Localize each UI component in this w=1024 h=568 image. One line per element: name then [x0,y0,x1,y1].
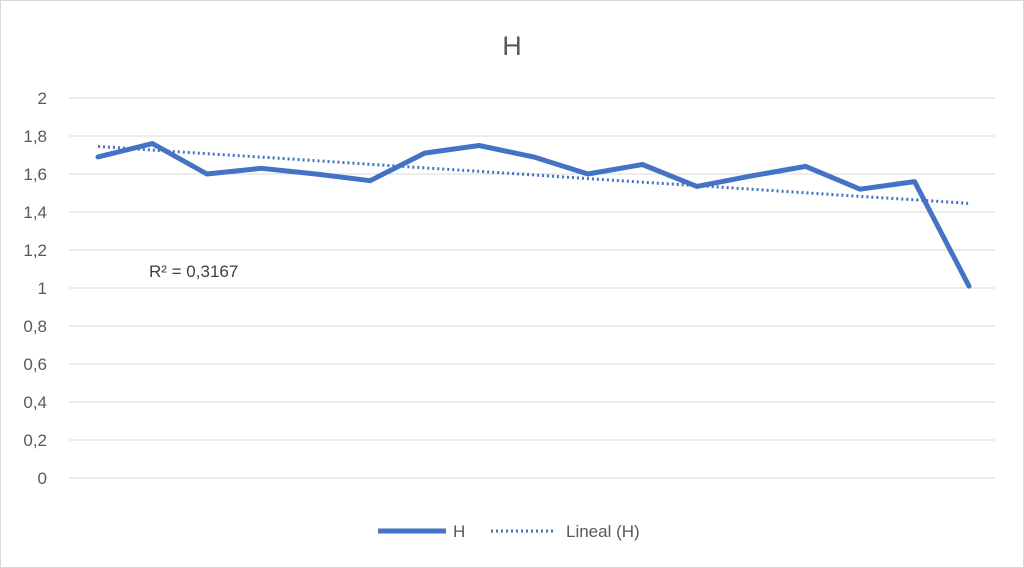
y-tick-label: 0,6 [23,355,47,374]
y-tick-label: 0,2 [23,431,47,450]
y-tick-label: 1,2 [23,241,47,260]
y-tick-label: 1,8 [23,127,47,146]
y-axis-tick-labels: 0 0,2 0,4 0,6 0,8 1 1,2 1,4 1,6 1,8 2 [23,89,47,488]
y-tick-label: 1 [38,279,47,298]
y-tick-label: 0,4 [23,393,47,412]
legend-label-h: H [453,522,465,541]
gridlines [69,97,995,479]
y-tick-label: 0 [38,469,47,488]
y-tick-label: 2 [38,89,47,108]
series-layer [95,141,972,289]
legend-label-lineal-h: Lineal (H) [566,522,640,541]
r-squared-annotation: R² = 0,3167 [149,262,238,281]
y-tick-label: 0,8 [23,317,47,336]
legend: H Lineal (H) [378,522,640,541]
y-tick-label: 1,6 [23,165,47,184]
y-tick-label: 1,4 [23,203,47,222]
chart-title: H [502,31,522,61]
